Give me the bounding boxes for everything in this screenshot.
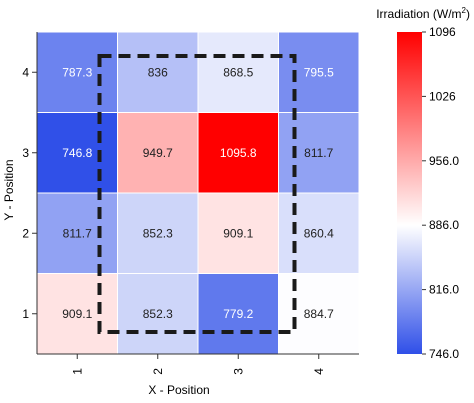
heatmap-cell	[278, 31, 360, 113]
x-tick-label: 1	[70, 368, 84, 375]
colorbar-tick-label: 746.0	[429, 347, 459, 361]
colorbar-gradient	[397, 32, 422, 354]
colorbar: Irradiation (W/m2) 1096 1026 956.0 886.0 816…	[376, 6, 470, 361]
highlight-region-dashed-box	[97, 54, 297, 334]
cell-value-label: 795.5	[304, 65, 334, 79]
heatmap-cell	[278, 192, 360, 274]
colorbar-tick-label: 816.0	[429, 283, 459, 297]
cell-value-label: 868.5	[223, 65, 253, 79]
y-tick-label: 3	[22, 146, 29, 160]
colorbar-tick-label: 1026	[429, 89, 456, 103]
heatmap-cell	[278, 273, 360, 355]
colorbar-tick-label: 1096	[429, 25, 456, 39]
colorbar-tick-label: 956.0	[429, 154, 459, 168]
x-axis-label: X - Position	[148, 383, 209, 397]
cell-value-label: 909.1	[62, 307, 92, 321]
heatmap-cell	[36, 273, 118, 355]
cell-value-label: 811.7	[304, 146, 333, 160]
heatmap-cell	[36, 112, 118, 194]
heatmap-cell	[117, 273, 199, 355]
x-tick-label: 4	[312, 368, 326, 375]
axes: 1 2 3 4 1 2 3 4	[22, 32, 359, 375]
cell-value-label: 811.7	[63, 226, 92, 240]
heatmap-cell	[36, 31, 118, 113]
y-tick-label: 4	[22, 65, 29, 79]
cell-value-label: 787.3	[62, 65, 92, 79]
heatmap-cell	[278, 112, 360, 194]
cell-value-label: 836	[148, 65, 168, 79]
cell-value-label: 746.8	[62, 146, 92, 160]
x-tick-label: 2	[151, 368, 165, 375]
y-axis-label: Y - Position	[2, 159, 16, 220]
heatmap-cell	[117, 192, 199, 274]
heatmap-cell	[117, 112, 199, 194]
cell-value-label: 909.1	[223, 226, 253, 240]
colorbar-title-close: )	[466, 7, 470, 21]
colorbar-title-superscript: 2	[462, 6, 467, 15]
heatmap-cell	[197, 31, 279, 113]
y-tick-label: 2	[22, 226, 29, 240]
colorbar-ticks: 1096 1026 956.0 886.0 816.0 746.0	[422, 25, 459, 361]
cell-value-label: 884.7	[304, 307, 334, 321]
colorbar-title: Irradiation (W/m2)	[376, 6, 470, 21]
colorbar-title-main: Irradiation (W/m	[376, 7, 461, 21]
cell-value-label: 779.2	[223, 307, 253, 321]
y-tick-label: 1	[22, 307, 29, 321]
cell-value-label: 860.4	[304, 226, 334, 240]
cell-value-label: 949.7	[143, 146, 173, 160]
heatmap-cells	[36, 31, 360, 355]
heatmap-cell	[117, 31, 199, 113]
colorbar-tick-label: 886.0	[429, 218, 459, 232]
cell-value-label: 852.3	[143, 226, 173, 240]
cell-value-label: 1095.8	[220, 146, 257, 160]
x-tick-label: 3	[231, 368, 245, 375]
cell-value-label: 852.3	[143, 307, 173, 321]
cell-value-labels: 787.3 836 868.5 795.5 746.8 949.7 1095.8 811.7 8…	[62, 65, 334, 321]
